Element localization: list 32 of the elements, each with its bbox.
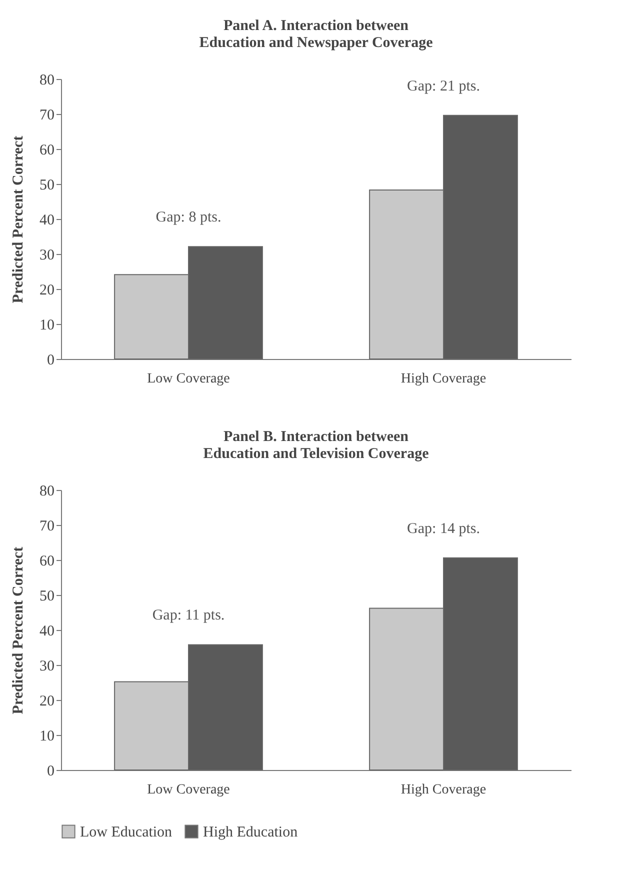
- y-tick-label: 60: [40, 554, 54, 570]
- annotation: Gap: 11 pts.: [152, 608, 225, 624]
- y-tick-label: 0: [47, 352, 54, 368]
- y-tick-label: 50: [40, 588, 54, 604]
- x-tick-label: High Coverage: [400, 782, 486, 798]
- y-axis-title: Predicted Percent Correct: [10, 136, 26, 304]
- y-tick-label: 10: [40, 318, 54, 334]
- y-tick-label: 20: [40, 694, 54, 710]
- y-tick-label: 40: [40, 212, 54, 228]
- y-tick-label: 0: [47, 764, 54, 780]
- y-tick-label: 80: [40, 484, 54, 500]
- y-tick-label: 40: [40, 624, 54, 640]
- legend-label: Low Education: [80, 824, 173, 841]
- y-axis-title: Predicted Percent Correct: [10, 546, 26, 714]
- annotation: Gap: 21 pts.: [407, 78, 480, 94]
- legend-label: High Education: [203, 824, 298, 841]
- y-tick-label: 30: [40, 248, 54, 264]
- y-tick-label: 70: [40, 108, 54, 124]
- x-tick-label: Low Coverage: [147, 372, 230, 386]
- annotation: Gap: 8 pts.: [156, 210, 222, 226]
- annotation: Gap: 14 pts.: [407, 520, 480, 537]
- y-tick-label: 30: [40, 658, 54, 674]
- y-tick-label: 70: [40, 518, 54, 534]
- y-tick-label: 50: [40, 178, 54, 194]
- chart-title: Panel A. Interaction between Education and Newspaper Coverage: [199, 18, 434, 51]
- chart-title: Panel B. Interaction between Education and Television Coverage: [203, 429, 430, 462]
- y-tick-label: 80: [40, 72, 54, 88]
- y-tick-label: 20: [40, 282, 54, 298]
- y-tick-label: 60: [40, 142, 54, 158]
- x-tick-label: High Coverage: [400, 372, 486, 386]
- x-tick-label: Low Coverage: [147, 782, 230, 798]
- y-tick-label: 10: [40, 728, 54, 744]
